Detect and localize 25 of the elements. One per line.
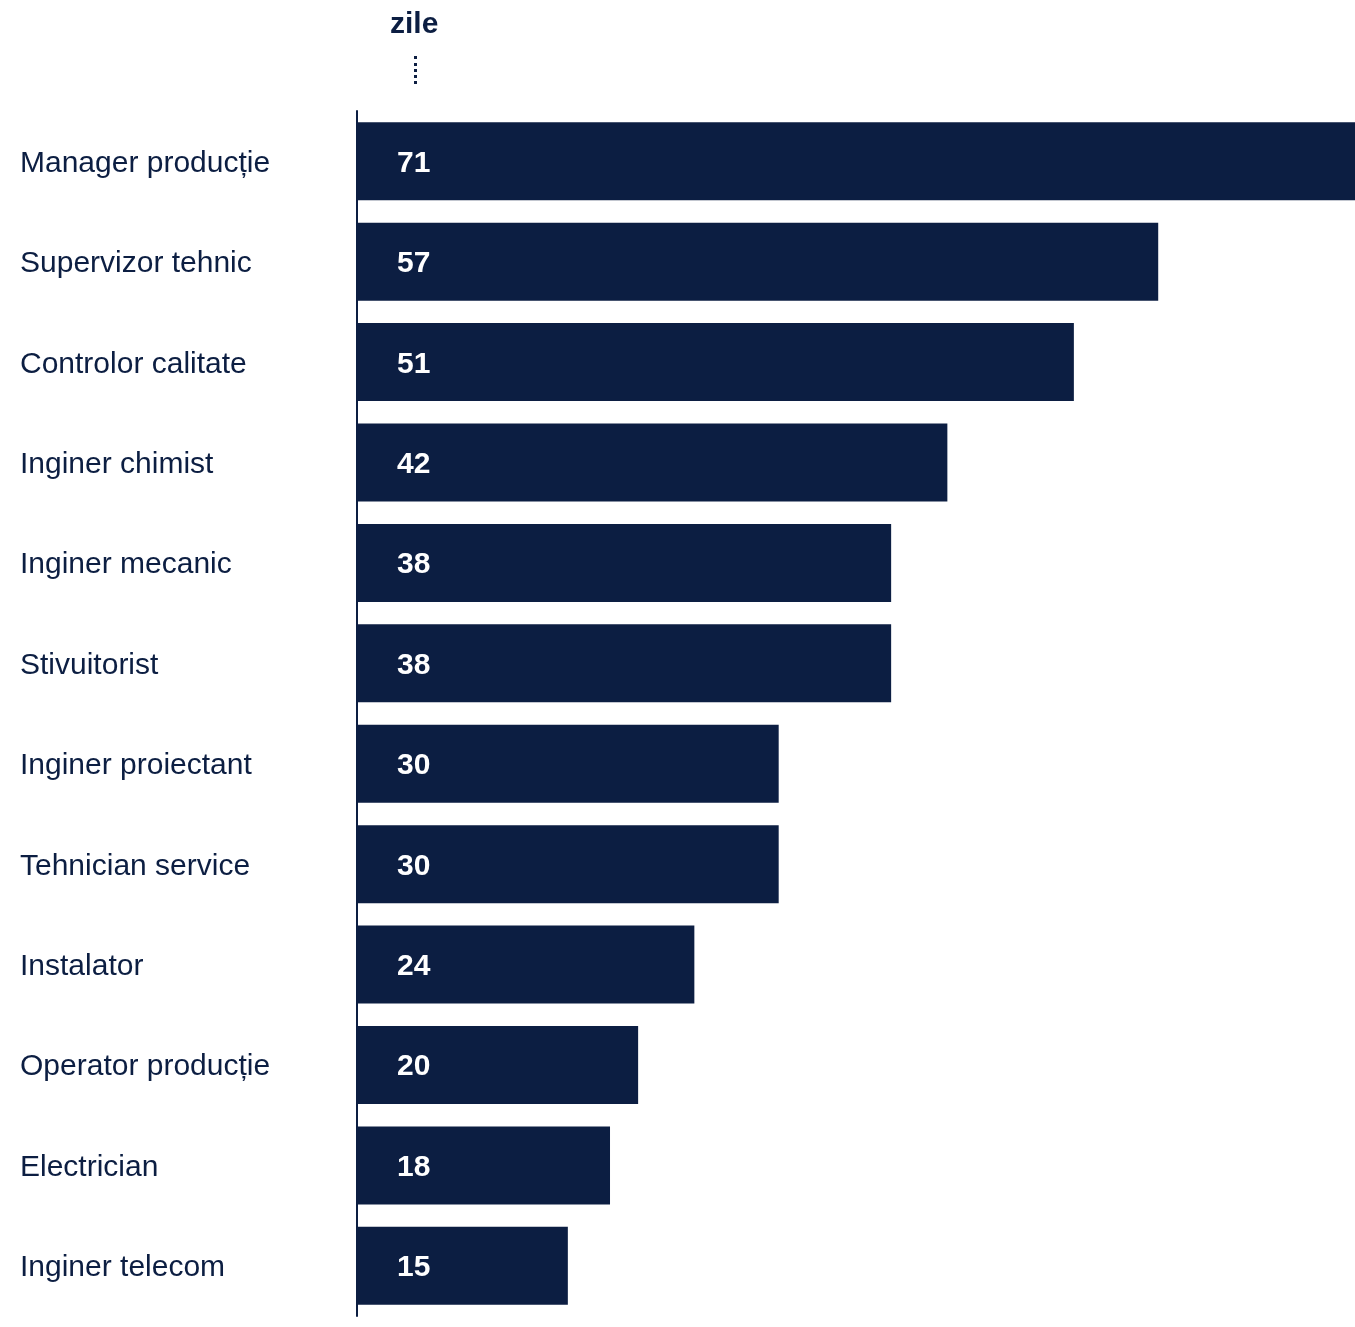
data-label: 30 [397, 747, 431, 781]
y-tick-label: Supervizor tehnic [20, 245, 252, 279]
data-label: 42 [397, 445, 431, 479]
y-tick-label: Tehnician service [20, 847, 251, 881]
data-label: 18 [397, 1148, 431, 1182]
x-axis-title: zile [390, 6, 439, 40]
y-tick-label: Inginer mecanic [20, 546, 232, 580]
y-tick-label: Stivuitorist [20, 646, 160, 680]
data-label: 15 [397, 1249, 431, 1283]
data-label: 57 [397, 245, 431, 279]
data-label: 38 [397, 646, 431, 680]
y-tick-label: Inginer chimist [20, 445, 215, 479]
y-tick-label: Electrician [20, 1148, 159, 1182]
data-label: 38 [397, 546, 431, 580]
y-tick-label: Instalator [20, 948, 144, 982]
y-tick-label: Inginer proiectant [20, 747, 253, 781]
y-tick-label: Operator producție [20, 1048, 271, 1082]
data-label: 71 [397, 144, 431, 178]
data-label: 24 [397, 948, 431, 982]
data-label: 30 [397, 847, 431, 881]
y-tick-label: Controlor calitate [20, 345, 247, 379]
y-tick-label: Manager producție [20, 144, 271, 178]
data-label: 51 [397, 345, 431, 379]
y-tick-label: Inginer telecom [20, 1249, 226, 1283]
data-label: 20 [397, 1048, 431, 1082]
